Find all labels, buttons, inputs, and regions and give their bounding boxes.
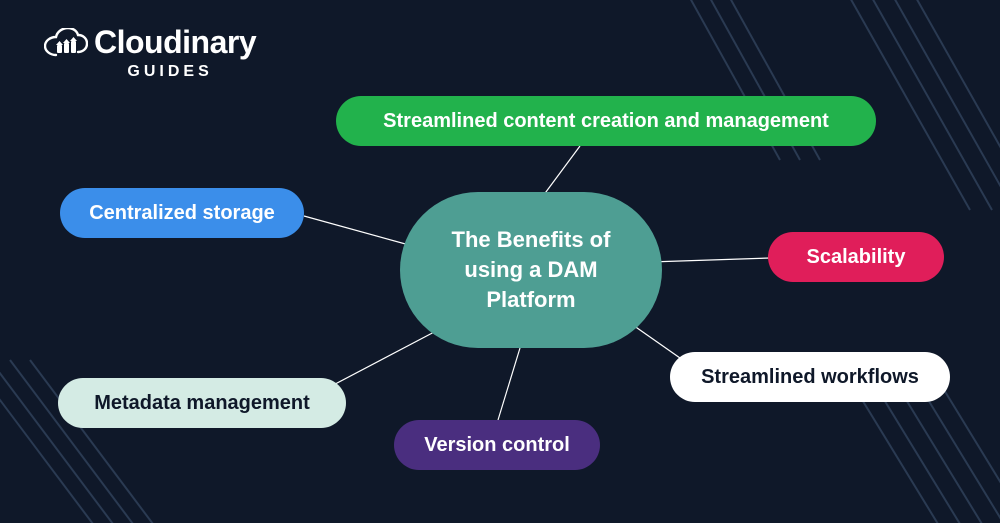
node-streamlined-content: Streamlined content creation and managem… (336, 96, 876, 146)
node-center: The Benefits of using a DAM Platform (400, 192, 662, 348)
mindmap-diagram: The Benefits of using a DAM Platform Stre… (0, 0, 1000, 523)
node-label: Centralized storage (89, 202, 275, 225)
edge-version-control (498, 348, 520, 420)
node-label: Version control (424, 434, 570, 457)
node-label: Streamlined workflows (701, 366, 919, 389)
node-centralized-storage: Centralized storage (60, 188, 304, 238)
node-streamlined-wf: Streamlined workflows (670, 352, 950, 402)
node-metadata-mgmt: Metadata management (58, 378, 346, 428)
edge-centralized-storage (304, 216, 420, 248)
node-label: The Benefits of using a DAM Platform (428, 225, 634, 314)
node-scalability: Scalability (768, 232, 944, 282)
node-version-control: Version control (394, 420, 600, 470)
edge-scalability (650, 258, 770, 262)
node-label: Scalability (807, 246, 906, 269)
node-label: Streamlined content creation and managem… (383, 110, 829, 133)
node-label: Metadata management (94, 392, 310, 415)
edge-metadata-mgmt (320, 330, 438, 392)
